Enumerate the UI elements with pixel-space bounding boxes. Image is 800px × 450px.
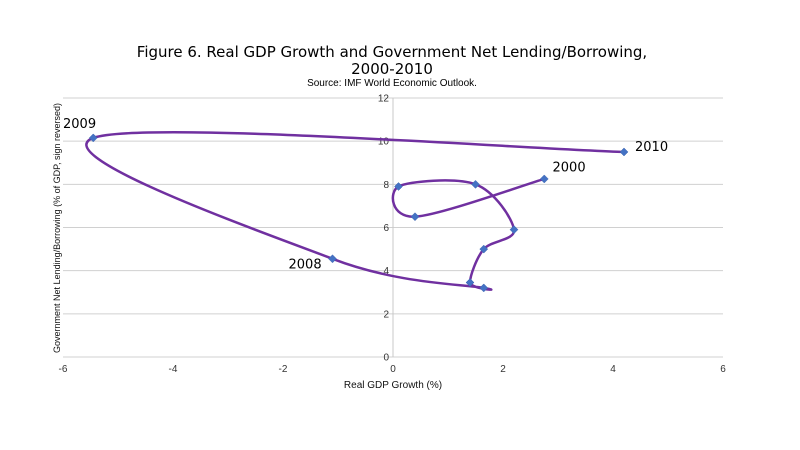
chart-title-line2: 2000-2010: [351, 60, 433, 78]
annotation-2008: 2008: [289, 258, 322, 273]
y-tick-label: 8: [383, 180, 389, 191]
data-point-2003: [471, 179, 480, 189]
annotations: 2000 2008 2009 2010: [63, 117, 668, 272]
data-point-2002: [394, 182, 403, 191]
data-series: [85, 131, 626, 291]
x-tick-label: -2: [279, 364, 288, 375]
chart-subtitle: Source: IMF World Economic Outlook.: [307, 78, 477, 89]
x-tick-label: 0: [390, 364, 396, 375]
y-axis-label: Government Net Lending/Borrowing (% of G…: [52, 103, 62, 353]
y-tick-label: 2: [383, 309, 389, 320]
x-tick-label: 2: [500, 364, 506, 375]
data-markers: [88, 133, 629, 293]
y-tick-labels: 0 2 4 6 8 10 12: [378, 94, 390, 364]
data-point-2004: [509, 225, 519, 235]
data-point-2009: [88, 133, 98, 143]
chart-title-line1: Figure 6. Real GDP Growth and Government…: [137, 43, 647, 61]
data-point-2010: [619, 147, 629, 157]
y-tick-label: 0: [383, 353, 389, 364]
annotation-2010: 2010: [635, 140, 668, 155]
data-point-2008: [328, 254, 337, 264]
x-tick-labels: -6 -4 -2 0 2 4 6: [59, 364, 727, 375]
annotation-2000: 2000: [553, 160, 586, 175]
y-tick-label: 6: [383, 223, 389, 234]
x-tick-label: -6: [59, 364, 68, 375]
data-point-2006: [465, 278, 475, 287]
data-point-2001: [410, 212, 420, 222]
data-point-2005: [479, 244, 489, 254]
data-point-2000: [539, 174, 549, 184]
x-tick-label: 4: [610, 364, 616, 375]
y-tick-label: 10: [378, 137, 390, 148]
y-tick-label: 12: [378, 94, 390, 105]
series-line: [85, 131, 626, 291]
y-tick-label: 4: [383, 266, 389, 277]
annotation-2009: 2009: [63, 117, 96, 132]
x-axis-label: Real GDP Growth (%): [344, 380, 442, 391]
data-point-2007: [479, 283, 489, 293]
x-tick-label: 6: [720, 364, 726, 375]
x-tick-label: -4: [169, 364, 178, 375]
